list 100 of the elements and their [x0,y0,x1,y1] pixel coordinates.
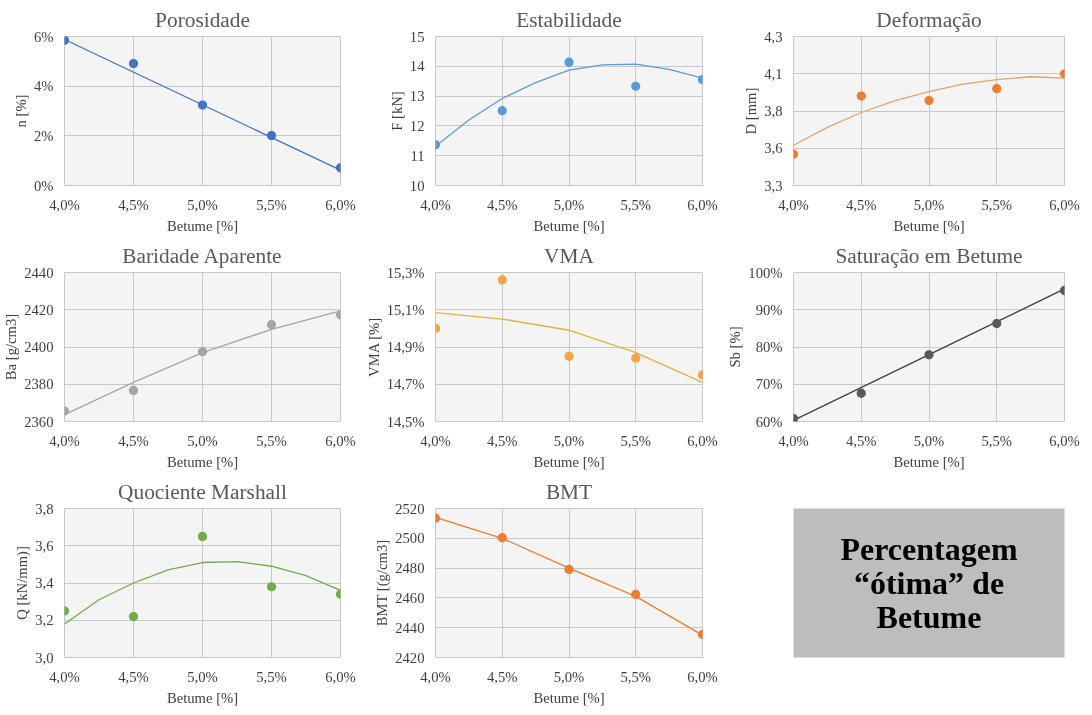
x-axis-title: Betume [%] [533,689,605,706]
x-axis-title: Betume [%] [893,453,965,470]
y-axis-title: BMT [(g/cm3] [374,539,392,627]
x-tick-label: 5,0% [553,668,585,685]
x-tick-label: 4,0% [49,196,80,213]
y-tick-label: 3,6 [35,537,54,554]
y-tick-label: 15,1% [386,301,425,318]
x-tick-label: 5,0% [913,196,945,213]
y-tick-label: 2400 [24,339,54,355]
chart-title: Deformação [876,7,982,32]
text: Percentagem [840,530,1018,567]
chart-title: Saturação em Betume [835,243,1023,268]
x-tick-label: 4,5% [486,668,518,685]
x-tick-label: 4,0% [778,196,809,213]
x-axis-title: Betume [%] [166,689,239,706]
x-axis-title: Betume [%] [166,453,239,470]
x-tick-label: 6,0% [325,432,356,449]
y-axis-title: Ba [g/cm3] [3,313,20,381]
y-tick-label: 0% [33,177,54,194]
x-axis-title: Betume [%] [893,217,965,234]
x-tick-label: 4,5% [118,432,149,449]
x-tick-label: 6,0% [687,196,718,213]
y-axis-title: D [mm] [743,87,760,135]
x-tick-label: 5,0% [187,196,218,213]
x-tick-label: 6,0% [687,432,718,449]
x-tick-label: 4,0% [420,668,451,685]
y-tick-label: 3,4 [35,575,55,591]
y-tick-label: 12 [409,117,425,134]
y-tick-label: 4,1 [764,65,783,82]
y-tick-label: 4% [33,78,54,95]
y-tick-label: 15 [409,28,425,45]
y-tick-label: 14,7% [386,376,425,393]
x-tick-label: 6,0% [1049,196,1080,213]
y-tick-label: 2420 [24,301,54,318]
y-tick-label: 2520 [395,500,425,517]
x-tick-label: 4,0% [420,196,451,213]
y-tick-label: 14,5% [386,413,425,430]
text: Betume [876,599,982,636]
x-tick-label: 5,0% [553,432,585,449]
y-tick-label: 2% [33,127,54,144]
y-tick-label: 90% [755,301,783,318]
y-axis-title: Sb [%] [727,326,744,368]
y-tick-label: 2380 [24,376,54,393]
y-tick-label: 3,8 [764,103,783,119]
y-tick-label: 3,2 [35,612,54,629]
y-tick-label: 10 [409,177,425,194]
x-tick-label: 5,5% [620,196,652,213]
y-tick-label: 13 [409,88,425,105]
y-tick-label: 3,6 [764,140,783,157]
x-tick-label: 4,5% [118,668,149,685]
y-tick-label: 70% [755,376,783,393]
x-tick-label: 5,5% [620,432,652,449]
x-tick-label: 5,5% [981,432,1013,449]
x-tick-label: 4,5% [486,432,518,449]
x-tick-label: 6,0% [325,196,356,213]
x-tick-label: 5,0% [553,196,585,213]
y-tick-label: 3,8 [35,500,54,517]
y-tick-label: 15,3% [386,264,425,281]
y-tick-label: 60% [755,413,783,430]
y-axis-title: F [kN] [388,91,405,131]
x-axis-title: Betume [%] [533,453,605,470]
y-tick-label: 3,3 [764,177,783,194]
y-tick-label: 2440 [24,264,54,281]
x-tick-label: 5,0% [913,432,945,449]
y-tick-label: 4,3 [764,28,783,45]
y-tick-label: 11 [410,147,425,164]
x-tick-label: 5,5% [256,196,287,213]
chart-title: Baridade Aparente [122,243,282,268]
x-axis-title: Betume [%] [533,217,605,234]
x-tick-label: 4,5% [486,196,518,213]
y-tick-label: 2420 [395,649,425,666]
x-tick-label: 6,0% [325,668,356,685]
chart-title: Porosidade [155,7,250,32]
chart-title: VMA [544,243,595,268]
chart-title: Quociente Marshall [118,479,287,504]
y-axis-title: n [%] [12,94,29,128]
x-tick-label: 4,0% [420,432,451,449]
y-tick-label: 6% [33,28,54,45]
x-tick-label: 4,5% [118,196,149,213]
y-tick-label: 2440 [395,619,425,636]
x-tick-label: 6,0% [1049,432,1080,449]
y-tick-label: 14 [409,58,426,75]
y-tick-label: 2460 [395,589,425,606]
x-tick-label: 4,0% [49,668,80,685]
x-tick-label: 5,5% [256,668,287,685]
chart-title: BMT [545,479,593,504]
y-tick-label: 2480 [395,560,425,577]
x-tick-label: 4,5% [845,432,877,449]
x-axis-title: Betume [%] [166,217,239,234]
y-axis-title: Q [kN/mm)] [14,546,32,620]
y-axis-title: VMA [%] [365,317,382,377]
y-tick-label: 2360 [24,413,54,430]
x-tick-label: 6,0% [687,668,718,685]
x-tick-label: 4,0% [49,432,80,449]
y-tick-label: 14,9% [386,339,425,355]
x-tick-label: 4,0% [778,432,809,449]
y-tick-label: 2500 [395,530,425,547]
x-tick-label: 5,5% [256,432,287,449]
y-tick-label: 80% [755,339,783,355]
x-tick-label: 5,0% [187,668,218,685]
